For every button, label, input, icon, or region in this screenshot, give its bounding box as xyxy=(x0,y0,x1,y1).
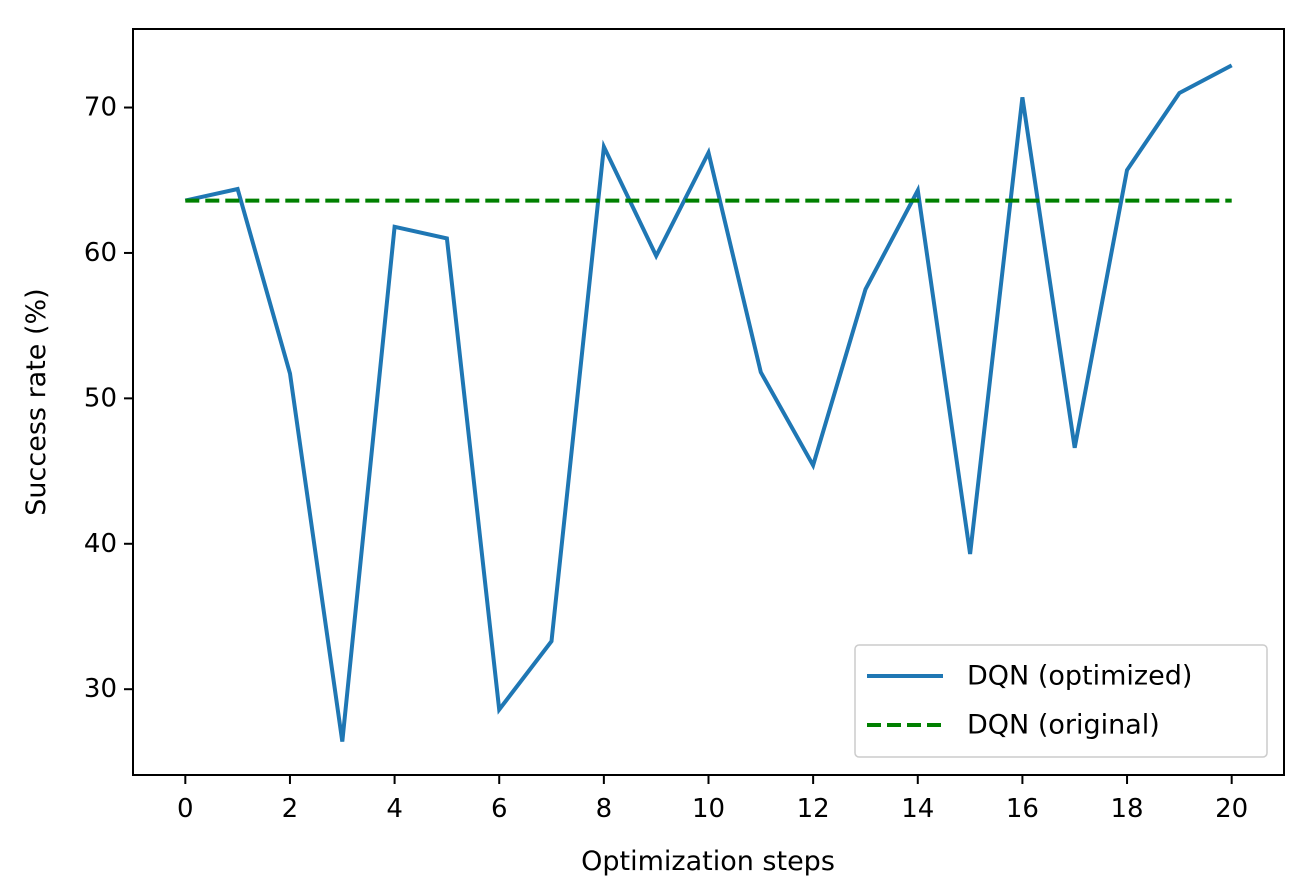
legend-box xyxy=(854,644,1268,758)
x-tick-label: 14 xyxy=(901,794,934,824)
legend-label-original: DQN (original) xyxy=(967,710,1160,741)
x-axis-label: Optimization steps xyxy=(581,846,835,877)
x-tick-label: 0 xyxy=(177,794,194,824)
y-tick-label: 70 xyxy=(84,93,117,123)
x-tick-label: 18 xyxy=(1110,794,1143,824)
y-tick-label: 60 xyxy=(84,238,117,268)
x-tick-label: 6 xyxy=(491,794,508,824)
x-tick-label: 2 xyxy=(282,794,299,824)
x-tick-label: 10 xyxy=(692,794,725,824)
x-tick-label: 12 xyxy=(797,794,830,824)
series-line-0 xyxy=(184,63,1233,742)
y-tick-label: 50 xyxy=(84,383,117,413)
x-tick-label: 4 xyxy=(386,794,403,824)
x-tick-label: 20 xyxy=(1215,794,1248,824)
x-axis-ticks: 0 2 4 6 8 10 12 14 16 18 20 xyxy=(177,775,1248,824)
y-tick-label: 30 xyxy=(84,674,117,704)
y-tick-label: 40 xyxy=(84,529,117,559)
legend: DQN (optimized) DQN (original) xyxy=(854,644,1268,758)
y-axis-label: Success rate (%) xyxy=(21,288,52,515)
x-tick-label: 8 xyxy=(596,794,613,824)
x-tick-label: 16 xyxy=(1006,794,1039,824)
legend-label-optimized: DQN (optimized) xyxy=(967,661,1192,692)
y-axis-ticks: 30 40 50 60 70 xyxy=(84,93,133,704)
series-layer xyxy=(184,63,1233,742)
